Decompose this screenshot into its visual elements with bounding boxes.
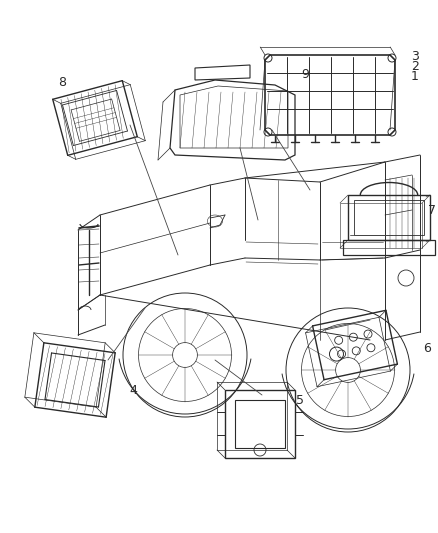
Text: 4: 4 bbox=[129, 384, 137, 397]
Text: 2: 2 bbox=[411, 61, 419, 74]
Polygon shape bbox=[235, 400, 285, 448]
Text: 3: 3 bbox=[411, 51, 419, 63]
Text: 6: 6 bbox=[423, 342, 431, 354]
Text: 7: 7 bbox=[428, 204, 436, 216]
Text: 1: 1 bbox=[411, 70, 419, 84]
Text: 8: 8 bbox=[58, 76, 66, 88]
Text: 5: 5 bbox=[296, 393, 304, 407]
Text: 9: 9 bbox=[301, 69, 309, 82]
